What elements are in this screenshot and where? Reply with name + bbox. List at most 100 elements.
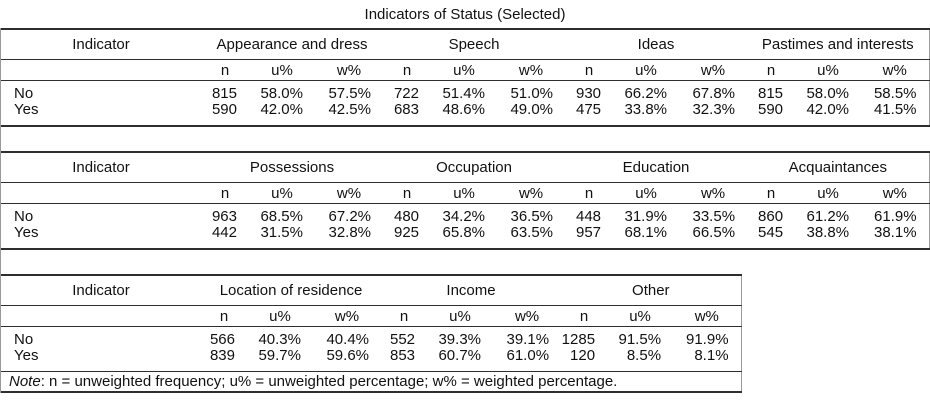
value-cell: 448 — [576, 208, 602, 225]
group-header: Acquaintances — [747, 152, 930, 183]
table-row: Yes 590 42.0% 42.5% 683 48.6% 49.0% 475 33.8% 32.… — [1, 102, 930, 127]
value-cell: 63.5% — [497, 225, 566, 250]
group-header: Other — [561, 275, 742, 306]
value-cell: 58.0% — [806, 85, 850, 102]
value-cell: 552 — [389, 331, 416, 348]
group-header: Possessions — [201, 152, 384, 183]
value-cell: 57.5% — [328, 85, 371, 102]
value-cell: 38.8% — [795, 225, 862, 250]
value-cell: 91.9% — [686, 331, 729, 348]
stat-header: w% — [497, 182, 566, 204]
value-cell: 32.8% — [315, 225, 384, 250]
indicator-header-spacer — [1, 305, 201, 327]
stat-header: w% — [493, 305, 562, 327]
value-cell: 31.5% — [249, 225, 315, 250]
table-row: No 815 58.0% 57.5% 722 51.4% 51.0% 930 66.2% 67.8… — [1, 81, 929, 103]
value-cell: 65.8% — [431, 225, 498, 250]
value-cell: 39.1% — [506, 331, 550, 348]
group-header: Income — [381, 275, 562, 306]
stat-header: u% — [249, 59, 315, 81]
stat-header: w% — [679, 182, 748, 204]
row-label-cell: No — [14, 331, 34, 348]
value-cell: 31.9% — [624, 208, 668, 225]
stat-header: w% — [497, 59, 566, 81]
row-label-cell: No — [14, 85, 34, 102]
value-cell: 68.1% — [613, 225, 680, 250]
value-cell: 442 — [201, 225, 249, 250]
table-row: Yes 839 59.7% 59.6% 853 60.7% 61.0% 120 8.5% 8.1% — [1, 348, 742, 372]
value-cell: 8.1% — [673, 348, 742, 372]
stat-header: n — [561, 305, 608, 327]
value-cell: 38.1% — [861, 225, 930, 250]
status-table-2: Indicator Possessions Occupation Education A… — [1, 151, 930, 250]
value-cell: 51.0% — [510, 85, 554, 102]
stat-header: n — [201, 305, 247, 327]
group-header: Occupation — [383, 152, 566, 183]
value-cell: 815 — [211, 85, 237, 102]
group-header: Location of residence — [201, 275, 382, 306]
stat-header: n — [747, 59, 796, 81]
stat-header: w% — [315, 182, 384, 204]
stat-header: u% — [795, 182, 862, 204]
note-text: : n = unweighted frequency; u% = unweigh… — [40, 373, 618, 390]
stat-header: w% — [679, 59, 748, 81]
group-header: Education — [565, 152, 748, 183]
value-cell: 32.3% — [679, 102, 748, 127]
indicator-header-spacer — [1, 182, 201, 204]
stat-header: w% — [861, 182, 930, 204]
value-cell: 860 — [758, 208, 784, 225]
value-cell: 480 — [394, 208, 420, 225]
value-cell: 33.8% — [613, 102, 680, 127]
stat-header: u% — [249, 182, 315, 204]
value-cell: 67.8% — [692, 85, 736, 102]
value-cell: 42.0% — [249, 102, 315, 127]
group-header: Ideas — [565, 29, 748, 60]
group-header: Pastimes and interests — [747, 29, 930, 60]
stat-header: n — [201, 59, 249, 81]
value-cell: 41.5% — [861, 102, 930, 127]
value-cell: 42.0% — [795, 102, 862, 127]
stat-header: n — [747, 182, 796, 204]
stat-header: u% — [613, 182, 680, 204]
table-note: Note: n = unweighted frequency; u% = unw… — [1, 371, 742, 393]
value-cell: 61.0% — [493, 348, 562, 372]
stat-header: u% — [607, 305, 674, 327]
value-cell: 36.5% — [510, 208, 554, 225]
value-cell: 957 — [565, 225, 614, 250]
stat-header: w% — [861, 59, 930, 81]
value-cell: 590 — [201, 102, 249, 127]
value-cell: 66.5% — [679, 225, 748, 250]
value-cell: 120 — [561, 348, 608, 372]
stat-header: w% — [315, 59, 383, 81]
stat-header: u% — [795, 59, 862, 81]
value-cell: 48.6% — [431, 102, 497, 127]
value-cell: 40.3% — [258, 331, 301, 348]
value-cell: 42.5% — [315, 102, 383, 127]
value-cell: 8.5% — [607, 348, 674, 372]
value-cell: 49.0% — [497, 102, 566, 127]
value-cell: 925 — [383, 225, 432, 250]
stat-header: n — [383, 59, 431, 81]
value-cell: 683 — [383, 102, 431, 127]
stat-header: u% — [613, 59, 680, 81]
stat-header: n — [381, 305, 428, 327]
indicator-header: Indicator — [1, 275, 201, 306]
table-title: Indicators of Status (Selected) — [364, 6, 566, 23]
stat-header: u% — [427, 305, 494, 327]
value-cell: 61.9% — [874, 208, 917, 225]
tables-container: Indicator Appearance and dress Speech Ideas… — [0, 28, 930, 393]
stat-header: w% — [673, 305, 742, 327]
value-cell: 475 — [565, 102, 614, 127]
value-cell: 66.2% — [624, 85, 668, 102]
table-row: No 566 40.3% 40.4% 552 39.3% 39.1% 1285 91.5% 91.… — [1, 327, 741, 349]
value-cell: 59.7% — [247, 348, 313, 372]
value-cell: 67.2% — [328, 208, 372, 225]
value-cell: 963 — [211, 208, 237, 225]
group-header: Appearance and dress — [201, 29, 383, 60]
stat-header: w% — [313, 305, 382, 327]
value-cell: 545 — [747, 225, 796, 250]
row-label-cell: Yes — [1, 225, 201, 250]
stat-header: u% — [431, 59, 497, 81]
value-cell: 853 — [381, 348, 428, 372]
row-label-cell: No — [14, 208, 34, 225]
